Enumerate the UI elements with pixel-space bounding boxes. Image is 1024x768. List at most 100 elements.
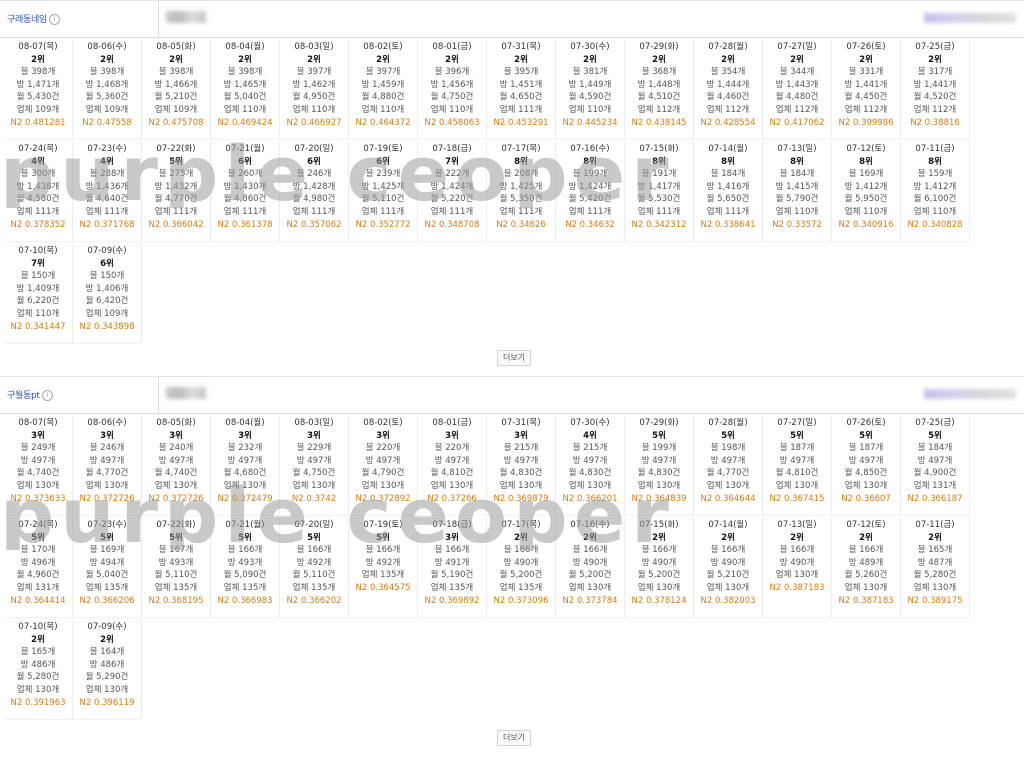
n2-score: N2 0.372726: [79, 493, 135, 504]
day-card: 07-16(수) 8위 블 199개 방 1,424개 월 5,420건 업체 111개 N…: [556, 142, 625, 242]
business-count: 업체 111개: [430, 206, 474, 217]
day-date: 07-29(화): [639, 42, 679, 52]
room-count: 방 1,425개: [361, 181, 405, 192]
room-count: 방 497개: [710, 455, 746, 466]
more-button[interactable]: 더보기: [497, 350, 531, 366]
day-rank: 3위: [307, 430, 321, 441]
day-card: 07-18(금) 3위 블 166개 방 491개 월 5,190건 업체 135개 N2 …: [418, 518, 487, 618]
n2-score: N2 0.364414: [10, 595, 66, 606]
monthly-count: 월 4,590건: [568, 92, 612, 103]
day-card: 07-22(화) 5위 블 275개 방 1,432개 월 4,770건 업체 111개 N…: [142, 142, 211, 242]
day-rank: 3위: [514, 430, 528, 441]
monthly-count: 월 5,110건: [361, 194, 405, 205]
info-badge-icon[interactable]: i: [48, 14, 60, 25]
day-date: 07-26(토): [846, 418, 886, 428]
day-card: 07-14(월) 8위 블 184개 방 1,416개 월 5,650건 업체 111개 N…: [694, 142, 763, 242]
day-rank: 6위: [100, 258, 114, 269]
n2-score: N2 0.367415: [769, 493, 825, 504]
keyword-title[interactable]: 구래동네임 i: [7, 12, 60, 25]
room-count: 방 497개: [296, 455, 332, 466]
monthly-count: 월 4,880건: [361, 92, 405, 103]
blog-count: 블 166개: [434, 545, 470, 556]
day-rank: 5위: [100, 532, 114, 543]
day-card: 08-03(일) 3위 블 229개 방 497개 월 4,750건 업체 130개 N2 …: [280, 416, 349, 516]
blog-count: 블 215개: [572, 443, 608, 454]
monthly-count: 월 5,530건: [637, 194, 681, 205]
room-count: 방 1,456개: [430, 79, 474, 90]
day-card: 08-04(월) 3위 블 232개 방 497개 월 4,680건 업체 130개 N2 …: [211, 416, 280, 516]
monthly-count: 월 5,360건: [85, 92, 129, 103]
room-count: 방 497개: [158, 455, 194, 466]
n2-score: N2 0.38816: [910, 117, 960, 128]
business-count: 업체 130개: [499, 480, 543, 491]
business-count: 업체 111개: [361, 206, 405, 217]
day-card: 07-31(목) 3위 블 215개 방 497개 월 4,830건 업체 130개 N2 …: [487, 416, 556, 516]
room-count: 방 1,448개: [637, 79, 681, 90]
day-date: 07-09(수): [87, 622, 127, 632]
business-count: 업체 111개: [637, 206, 681, 217]
n2-score: N2 0.341447: [10, 321, 66, 332]
info-badge-icon[interactable]: i: [41, 390, 53, 401]
business-count: 업체 110개: [430, 104, 474, 115]
room-count: 방 497개: [917, 455, 953, 466]
blog-count: 블 166개: [779, 545, 815, 556]
blog-count: 블 166개: [296, 545, 332, 556]
day-date: 08-01(금): [432, 418, 472, 428]
n2-score: N2 0.366201: [562, 493, 618, 504]
blog-count: 블 354개: [710, 67, 746, 78]
day-date: 07-18(금): [432, 144, 472, 154]
room-count: 방 1,468개: [85, 79, 129, 90]
blog-count: 블 397개: [365, 67, 401, 78]
room-count: 방 1,466개: [154, 79, 198, 90]
monthly-count: 월 4,770건: [85, 468, 129, 479]
day-card: 07-29(화) 5위 블 199개 방 497개 월 4,830건 업체 130개 N2 …: [625, 416, 694, 516]
room-count: 방 1,459개: [361, 79, 405, 90]
day-date: 08-07(목): [18, 418, 58, 428]
day-date: 07-14(월): [708, 520, 748, 530]
day-rank: 5위: [859, 430, 873, 441]
day-card: 07-19(토) 6위 블 239개 방 1,425개 월 5,110건 업체 111개 N…: [349, 142, 418, 242]
n2-score: N2 0.340916: [838, 219, 894, 230]
day-date: 08-03(일): [294, 42, 334, 52]
monthly-count: 월 6,100건: [913, 194, 957, 205]
room-count: 방 497개: [20, 455, 56, 466]
monthly-count: 월 4,960건: [16, 570, 60, 581]
n2-score: N2 0.466927: [286, 117, 342, 128]
day-rank: 5위: [652, 430, 666, 441]
day-date: 07-23(수): [87, 144, 127, 154]
monthly-count: 월 5,040건: [85, 570, 129, 581]
n2-score: N2 0.366206: [79, 595, 135, 606]
day-date: 07-16(수): [570, 144, 610, 154]
day-date: 07-23(수): [87, 520, 127, 530]
business-count: 업체 130개: [16, 480, 60, 491]
monthly-count: 월 4,830건: [499, 468, 543, 479]
monthly-count: 월 5,290건: [85, 672, 129, 683]
more-button[interactable]: 더보기: [497, 730, 531, 746]
n2-score: N2 0.352772: [355, 219, 411, 230]
day-rank: 2위: [721, 54, 735, 65]
room-count: 방 1,432개: [154, 181, 198, 192]
business-count: 업체 130개: [568, 480, 612, 491]
day-card: 08-05(화) 2위 블 398개 방 1,466개 월 5,210건 업체 109개 N…: [142, 40, 211, 140]
day-rank: 2위: [859, 54, 873, 65]
monthly-count: 월 4,850건: [844, 468, 888, 479]
n2-score: N2 0.372892: [355, 493, 411, 504]
day-card: 08-02(토) 3위 블 220개 방 497개 월 4,790건 업체 130개 N2 …: [349, 416, 418, 516]
n2-score: N2 0.389175: [907, 595, 963, 606]
day-card: 07-26(토) 2위 블 331개 방 1,441개 월 4,450건 업체 112개 N…: [832, 40, 901, 140]
blog-count: 블 166개: [503, 545, 539, 556]
blog-count: 블 166개: [641, 545, 677, 556]
room-count: 방 492개: [296, 557, 332, 568]
day-rank: 2위: [100, 54, 114, 65]
blog-count: 블 166개: [365, 545, 401, 556]
day-date: 08-03(일): [294, 418, 334, 428]
day-rank: 2위: [583, 532, 597, 543]
n2-score: N2 0.453291: [493, 117, 549, 128]
room-count: 방 1,430개: [223, 181, 267, 192]
blog-count: 블 331개: [848, 67, 884, 78]
blog-count: 블 240개: [158, 443, 194, 454]
day-rank: 2위: [514, 532, 528, 543]
keyword-title[interactable]: 구월동pt i: [7, 388, 53, 401]
day-date: 07-30(수): [570, 418, 610, 428]
blog-count: 블 300개: [20, 169, 56, 180]
